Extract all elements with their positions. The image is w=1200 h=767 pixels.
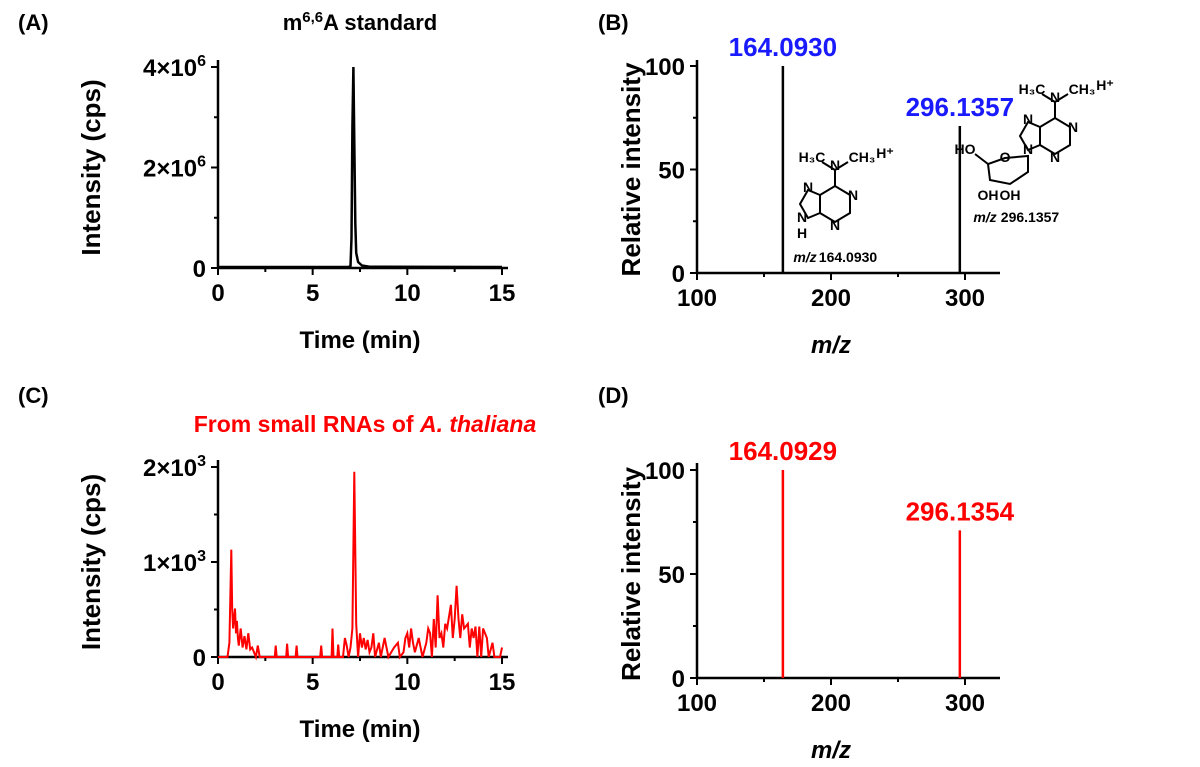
atom-label: OH (978, 187, 999, 203)
caption-mz: m/z (793, 249, 816, 265)
x-tick-label: 300 (945, 690, 985, 717)
atom-label: CH₃ (1069, 81, 1096, 97)
atom-label: N (1023, 141, 1033, 157)
atom-label: N (1050, 149, 1060, 165)
y-axis-label: Relative intensity (616, 467, 646, 681)
bond (1041, 93, 1069, 118)
y-tick-label: 0 (672, 666, 685, 693)
x-tick-label: 15 (489, 669, 516, 696)
atom-label: N (830, 217, 840, 233)
panel-label: (D) (598, 383, 629, 408)
x-tick-label: 100 (677, 690, 717, 717)
atom-label: OH (1000, 187, 1021, 203)
atom-label: N (830, 157, 840, 173)
bond (798, 188, 821, 220)
x-tick-label: 0 (211, 280, 224, 307)
atom-label: CH₃ (849, 149, 876, 165)
atom-label: HO (955, 141, 976, 157)
atom-label: N (797, 209, 807, 225)
atom-label: N (848, 187, 858, 203)
charge-label: H⁺ (876, 145, 894, 161)
x-axis-label: m/z (811, 737, 851, 764)
atom-label: H₃C (799, 149, 826, 165)
x-tick-label: 5 (306, 280, 319, 307)
atom-label: N (1023, 111, 1033, 127)
chart-title: m6,6A standard (283, 9, 438, 35)
peak-label: 296.1354 (906, 496, 1015, 526)
atom-label: N (1050, 89, 1060, 105)
atom-label: N (1068, 119, 1078, 135)
caption-value: 164.0930 (819, 249, 878, 265)
x-tick-label: 10 (394, 280, 421, 307)
y-tick-label: 0 (672, 261, 685, 288)
bond (974, 153, 989, 165)
y-tick-label: 100 (645, 54, 685, 81)
atom-label: H₃C (1019, 81, 1046, 97)
x-axis-label: Time (min) (300, 327, 421, 354)
y-tick-label: 50 (658, 158, 685, 185)
peak-label: 296.1357 (906, 92, 1014, 122)
peak-label: 164.0929 (729, 436, 837, 466)
bond (986, 154, 1029, 186)
x-tick-label: 200 (811, 690, 851, 717)
x-axis-label: m/z (811, 332, 851, 359)
y-tick-label: 1×103 (143, 548, 206, 577)
panel-label: (A) (18, 10, 49, 35)
y-tick-label: 2×103 (143, 453, 206, 482)
x-tick-label: 100 (677, 285, 717, 312)
y-axis-label: Relative intensity (616, 62, 646, 276)
atom-label: O (1000, 149, 1011, 165)
peak-label: 164.0930 (729, 32, 837, 62)
chart-title: From small RNAs of A. thaliana (194, 411, 537, 437)
x-tick-label: 5 (306, 669, 319, 696)
bond (821, 161, 849, 186)
caption-value: 296.1357 (1001, 209, 1060, 225)
y-tick-label: 100 (645, 458, 685, 485)
atom-label: H (797, 225, 807, 241)
y-tick-label: 0 (193, 645, 206, 672)
y-tick-label: 50 (658, 562, 685, 589)
caption-mz: m/z (973, 209, 996, 225)
panel-label: (C) (18, 383, 49, 408)
x-tick-label: 10 (394, 669, 421, 696)
x-tick-label: 0 (211, 669, 224, 696)
y-axis-label: Intensity (cps) (76, 79, 106, 255)
series-line (218, 66, 503, 269)
panel-label: (B) (598, 10, 629, 35)
charge-label: H⁺ (1096, 77, 1114, 93)
y-tick-label: 4×106 (143, 53, 206, 82)
x-tick-label: 200 (811, 285, 851, 312)
x-axis-label: Time (min) (300, 716, 421, 743)
y-tick-label: 2×106 (143, 154, 206, 183)
series-line (218, 471, 503, 661)
x-tick-label: 15 (489, 280, 516, 307)
y-tick-label: 0 (193, 256, 206, 283)
bond (1018, 120, 1041, 152)
y-axis-label: Intensity (cps) (76, 474, 106, 650)
atom-label: N (803, 179, 813, 195)
x-tick-label: 300 (945, 285, 985, 312)
